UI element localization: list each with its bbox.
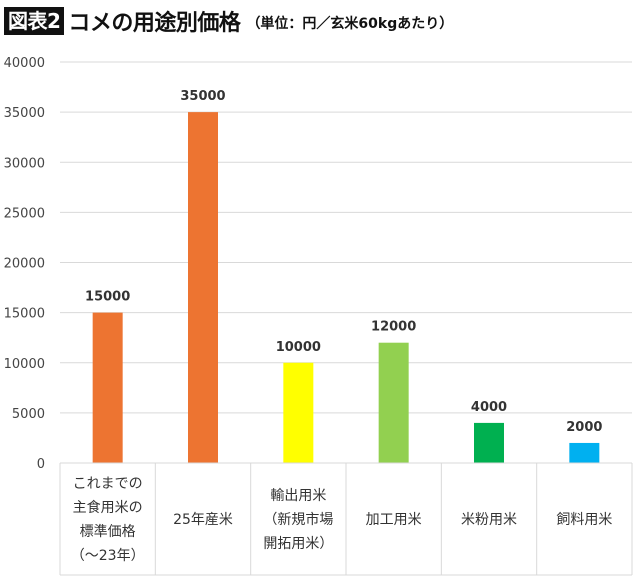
category-label: （新規市場	[263, 511, 333, 528]
figure-badge: 図表2	[4, 7, 65, 35]
category-label: 主食用米の	[73, 499, 143, 516]
bar	[569, 442, 600, 463]
bar	[378, 342, 409, 463]
data-label: 35000	[180, 89, 225, 104]
data-label: 4000	[471, 400, 507, 415]
data-label: 12000	[371, 320, 416, 335]
bar	[92, 312, 123, 463]
value-labels: 15000 35000 10000 12000 4000 2000	[85, 89, 602, 435]
category-label: 飼料用米	[556, 512, 612, 528]
bar	[188, 112, 218, 463]
y-tick-label: 10000	[4, 357, 45, 372]
y-tick-label: 35000	[4, 106, 45, 121]
gridlines	[60, 61, 632, 464]
category-label: 25年産米	[173, 512, 233, 528]
y-tick-label: 5000	[12, 407, 45, 422]
category-label: 加工用米	[366, 512, 422, 528]
y-tick-label: 40000	[4, 56, 45, 71]
category-label: 開拓用米）	[263, 536, 333, 552]
bar	[474, 422, 504, 463]
data-label: 10000	[276, 340, 321, 355]
y-tick-label: 0	[37, 457, 45, 472]
chart-subtitle: （単位：円／玄米60kgあたり）	[246, 16, 454, 32]
y-tick-label: 30000	[4, 156, 45, 171]
y-tick-label: 20000	[4, 257, 45, 272]
y-axis-ticks: 0 5000 10000 15000 20000 25000 30000 35000 40000	[4, 56, 45, 472]
bars	[92, 112, 600, 463]
category-label: 輸出用米	[270, 488, 326, 504]
category-label: これまでの	[73, 476, 143, 492]
y-tick-label: 25000	[4, 206, 45, 221]
title-row: 図表2 コメの用途別価格 （単位：円／玄米60kgあたり）	[4, 6, 453, 36]
chart-title: コメの用途別価格	[68, 11, 241, 36]
category-label: 標準価格	[80, 524, 136, 540]
y-tick-label: 15000	[4, 307, 45, 322]
data-label: 2000	[566, 420, 602, 435]
category-label: 米粉用米	[461, 512, 517, 528]
category-label: （〜23年）	[71, 548, 145, 564]
bar	[283, 362, 314, 463]
data-label: 15000	[85, 290, 130, 305]
